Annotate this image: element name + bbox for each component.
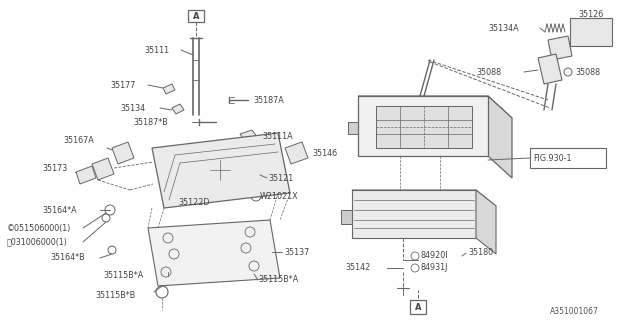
Polygon shape xyxy=(112,142,134,164)
Bar xyxy=(476,210,487,224)
Polygon shape xyxy=(548,36,572,60)
Bar xyxy=(530,148,606,168)
Text: FIG.930-1: FIG.930-1 xyxy=(533,154,572,163)
Text: 35122D: 35122D xyxy=(178,197,209,206)
Text: A: A xyxy=(193,12,199,20)
Polygon shape xyxy=(376,106,472,148)
Polygon shape xyxy=(172,104,184,114)
Text: 35126: 35126 xyxy=(578,10,604,19)
Polygon shape xyxy=(76,166,96,184)
Bar xyxy=(488,122,498,134)
Text: 35146: 35146 xyxy=(312,148,337,157)
Bar xyxy=(570,18,612,46)
Text: 35134A: 35134A xyxy=(488,23,518,33)
Text: 84931J: 84931J xyxy=(420,263,447,273)
Text: ©051506000(1): ©051506000(1) xyxy=(7,223,72,233)
Polygon shape xyxy=(358,96,512,118)
Text: 35164*A: 35164*A xyxy=(42,205,77,214)
Bar xyxy=(410,300,426,314)
Text: 35137: 35137 xyxy=(284,247,309,257)
Polygon shape xyxy=(148,220,280,286)
Polygon shape xyxy=(92,158,114,180)
Bar xyxy=(188,10,204,22)
Text: W21021X: W21021X xyxy=(260,191,299,201)
Text: 35088: 35088 xyxy=(476,68,501,76)
Bar xyxy=(341,210,352,224)
Text: 35142: 35142 xyxy=(345,263,371,273)
Text: 35180: 35180 xyxy=(468,247,493,257)
Text: 35134: 35134 xyxy=(120,103,145,113)
Text: 84920I: 84920I xyxy=(420,252,447,260)
Polygon shape xyxy=(352,190,496,206)
Text: 35173: 35173 xyxy=(42,164,67,172)
Text: 35164*B: 35164*B xyxy=(50,253,84,262)
Text: 35187A: 35187A xyxy=(253,95,284,105)
Text: 35111: 35111 xyxy=(144,45,169,54)
Text: 35121: 35121 xyxy=(268,173,293,182)
Text: 35187*B: 35187*B xyxy=(133,117,168,126)
Text: 35115B*B: 35115B*B xyxy=(95,291,135,300)
Polygon shape xyxy=(538,54,562,84)
Text: 35111A: 35111A xyxy=(262,132,292,140)
Bar xyxy=(348,122,358,134)
Polygon shape xyxy=(285,142,308,164)
Text: 35167A: 35167A xyxy=(63,135,93,145)
Text: ⓘ031006000(1): ⓘ031006000(1) xyxy=(7,237,68,246)
Polygon shape xyxy=(152,133,290,208)
Polygon shape xyxy=(240,130,258,142)
Polygon shape xyxy=(488,96,512,178)
Text: 35115B*A: 35115B*A xyxy=(258,276,298,284)
Text: A351001067: A351001067 xyxy=(550,308,599,316)
Polygon shape xyxy=(352,190,476,238)
Text: 35177: 35177 xyxy=(110,81,136,90)
Polygon shape xyxy=(358,96,488,156)
Text: 35088: 35088 xyxy=(575,68,600,76)
Polygon shape xyxy=(163,84,175,94)
Text: 35115B*A: 35115B*A xyxy=(103,270,143,279)
Text: A: A xyxy=(415,303,421,313)
Polygon shape xyxy=(476,190,496,254)
